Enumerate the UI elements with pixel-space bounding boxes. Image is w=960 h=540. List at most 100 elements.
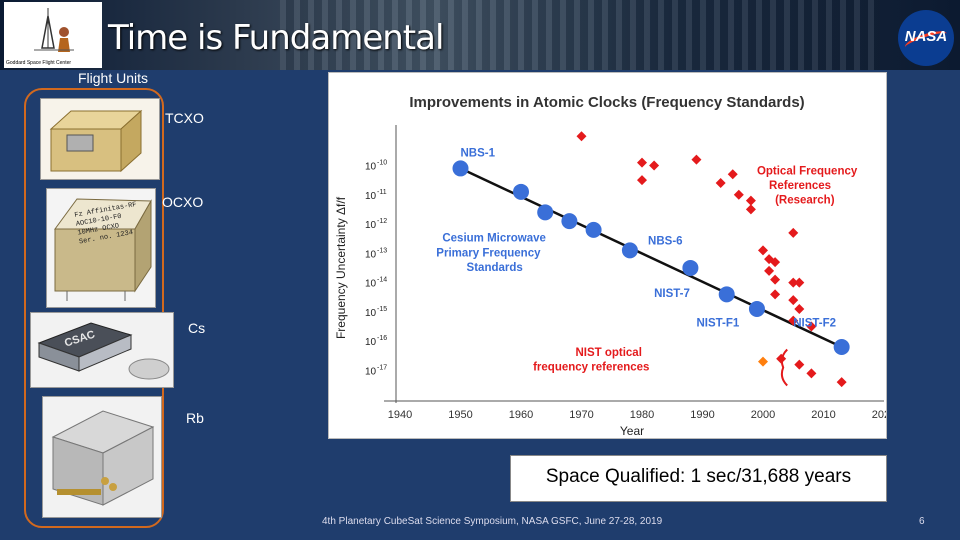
unit-label-tcxo: TCXO — [165, 110, 204, 126]
optical-data-point — [649, 160, 660, 171]
y-tick-label: 10 — [365, 249, 377, 260]
y-tick-exponent: -12 — [377, 218, 387, 225]
chart-annotation: Cesium Microwave — [442, 233, 546, 245]
chart-annotation: References — [769, 180, 831, 192]
chart-annotation: NIST-7 — [654, 288, 690, 300]
optical-data-point — [770, 274, 781, 285]
tcxo-image — [40, 98, 160, 180]
y-tick-exponent: -15 — [377, 306, 387, 313]
optical-data-point — [733, 189, 744, 200]
y-axis-label: Frequency Uncertainty Δf/f — [334, 196, 348, 339]
logo-caption: Goddard Space Flight Center — [6, 60, 72, 66]
section-label: Flight Units — [78, 70, 149, 86]
y-tick-exponent: -10 — [377, 159, 387, 166]
chart-annotation: NIST optical — [575, 347, 641, 359]
chart-annotation: Optical Frequency — [757, 165, 858, 177]
optical-data-point — [691, 154, 702, 165]
optical-data-point — [745, 204, 756, 215]
chart-annotation: NBS-6 — [648, 236, 683, 248]
optical-data-point — [758, 245, 768, 256]
chart-title: Improvements in Atomic Clocks (Frequency… — [409, 94, 804, 111]
cesium-data-point — [718, 286, 735, 303]
chart-svg: Improvements in Atomic Clocks (Frequency… — [334, 94, 896, 438]
page-number: 6 — [919, 516, 925, 527]
cesium-data-point — [452, 160, 469, 177]
optical-data-point — [637, 175, 647, 186]
optical-data-point — [715, 178, 726, 189]
nasa-logo: NASA — [898, 10, 954, 66]
optical-data-point — [788, 227, 799, 238]
optical-data-point — [836, 377, 847, 388]
header-banner — [0, 0, 960, 70]
y-tick-label: 10 — [365, 337, 377, 348]
chart-annotation: Standards — [467, 262, 523, 274]
y-tick-label: 10 — [365, 366, 377, 377]
optical-data-point — [794, 359, 805, 370]
y-tick-exponent: -11 — [377, 189, 387, 196]
x-tick-label: 1990 — [690, 409, 714, 421]
optical-data-point — [788, 295, 799, 306]
x-tick-label: 2000 — [751, 409, 775, 421]
ocxo-image: Fz Affinitas-RF AOC10-10-F0 10MHz OCXO S… — [46, 188, 156, 308]
chart-annotation: NBS-1 — [461, 148, 496, 160]
x-tick-label: 1970 — [569, 409, 593, 421]
astronaut-logo-icon — [34, 8, 74, 52]
y-tick-label: 10 — [365, 308, 377, 319]
y-tick-exponent: -17 — [377, 364, 387, 371]
y-tick-label: 10 — [365, 220, 377, 231]
optical-data-point — [637, 157, 647, 168]
y-tick-label: 10 — [365, 161, 377, 172]
cesium-data-point — [621, 242, 638, 259]
chart-annotation: frequency references — [533, 361, 649, 373]
x-tick-label: 1940 — [388, 409, 412, 421]
y-tick-label: 10 — [365, 279, 377, 290]
x-axis-label: Year — [620, 424, 644, 438]
x-tick-label: 1950 — [448, 409, 472, 421]
optical-data-point — [788, 277, 799, 288]
space-qualified-text: Space Qualified: 1 sec/31,688 years — [545, 466, 852, 487]
y-tick-label: 10 — [365, 191, 377, 202]
optical-data-point — [794, 303, 805, 314]
cesium-data-point — [833, 339, 850, 356]
space-qualified-box: Space Qualified: 1 sec/31,688 years — [510, 455, 887, 502]
cs-image: CSAC — [30, 312, 174, 388]
optical-data-point — [788, 315, 799, 326]
optical-data-point — [770, 257, 781, 268]
optical-data-point — [576, 131, 587, 142]
optical-data-point — [806, 321, 817, 332]
y-tick-exponent: -16 — [377, 335, 387, 342]
optical-data-point — [806, 368, 817, 379]
bracket-icon — [780, 348, 788, 387]
cesium-data-point — [537, 204, 554, 221]
footer-text: 4th Planetary CubeSat Science Symposium,… — [322, 516, 663, 527]
chart-annotation: NIST-F1 — [696, 318, 739, 330]
unit-label-rb: Rb — [186, 410, 204, 426]
cesium-data-point — [682, 259, 699, 276]
cesium-data-point — [513, 183, 529, 200]
rb-image — [42, 396, 162, 518]
nist-optical-data-point — [758, 356, 768, 367]
cesium-data-point — [585, 221, 602, 238]
cesium-data-point — [748, 300, 765, 317]
x-tick-label: 1960 — [509, 409, 533, 421]
chart-annotation: (Research) — [775, 195, 835, 207]
optical-data-point — [794, 277, 805, 288]
chart-annotation: Primary Frequency — [436, 247, 541, 259]
unit-label-cs: Cs — [188, 320, 206, 336]
atomic-clock-chart: Improvements in Atomic Clocks (Frequency… — [328, 72, 896, 439]
unit-label-ocxo: OCXO — [162, 194, 204, 210]
units-frame — [24, 88, 164, 528]
x-tick-label: 2010 — [811, 409, 835, 421]
optical-data-point — [727, 169, 738, 180]
x-tick-label: 1980 — [630, 409, 654, 421]
y-tick-exponent: -14 — [377, 277, 387, 284]
chart-annotation: NIST-F2 — [793, 318, 836, 330]
page-title: Time is Fundamental — [108, 18, 444, 58]
gsfc-logo: Goddard Space Flight Center — [4, 2, 102, 68]
nasa-logo-text: NASA — [904, 28, 948, 45]
y-tick-exponent: -13 — [377, 247, 387, 254]
x-tick-label: 2020 — [872, 409, 886, 421]
cesium-data-point — [561, 213, 578, 230]
optical-data-point — [770, 289, 781, 300]
